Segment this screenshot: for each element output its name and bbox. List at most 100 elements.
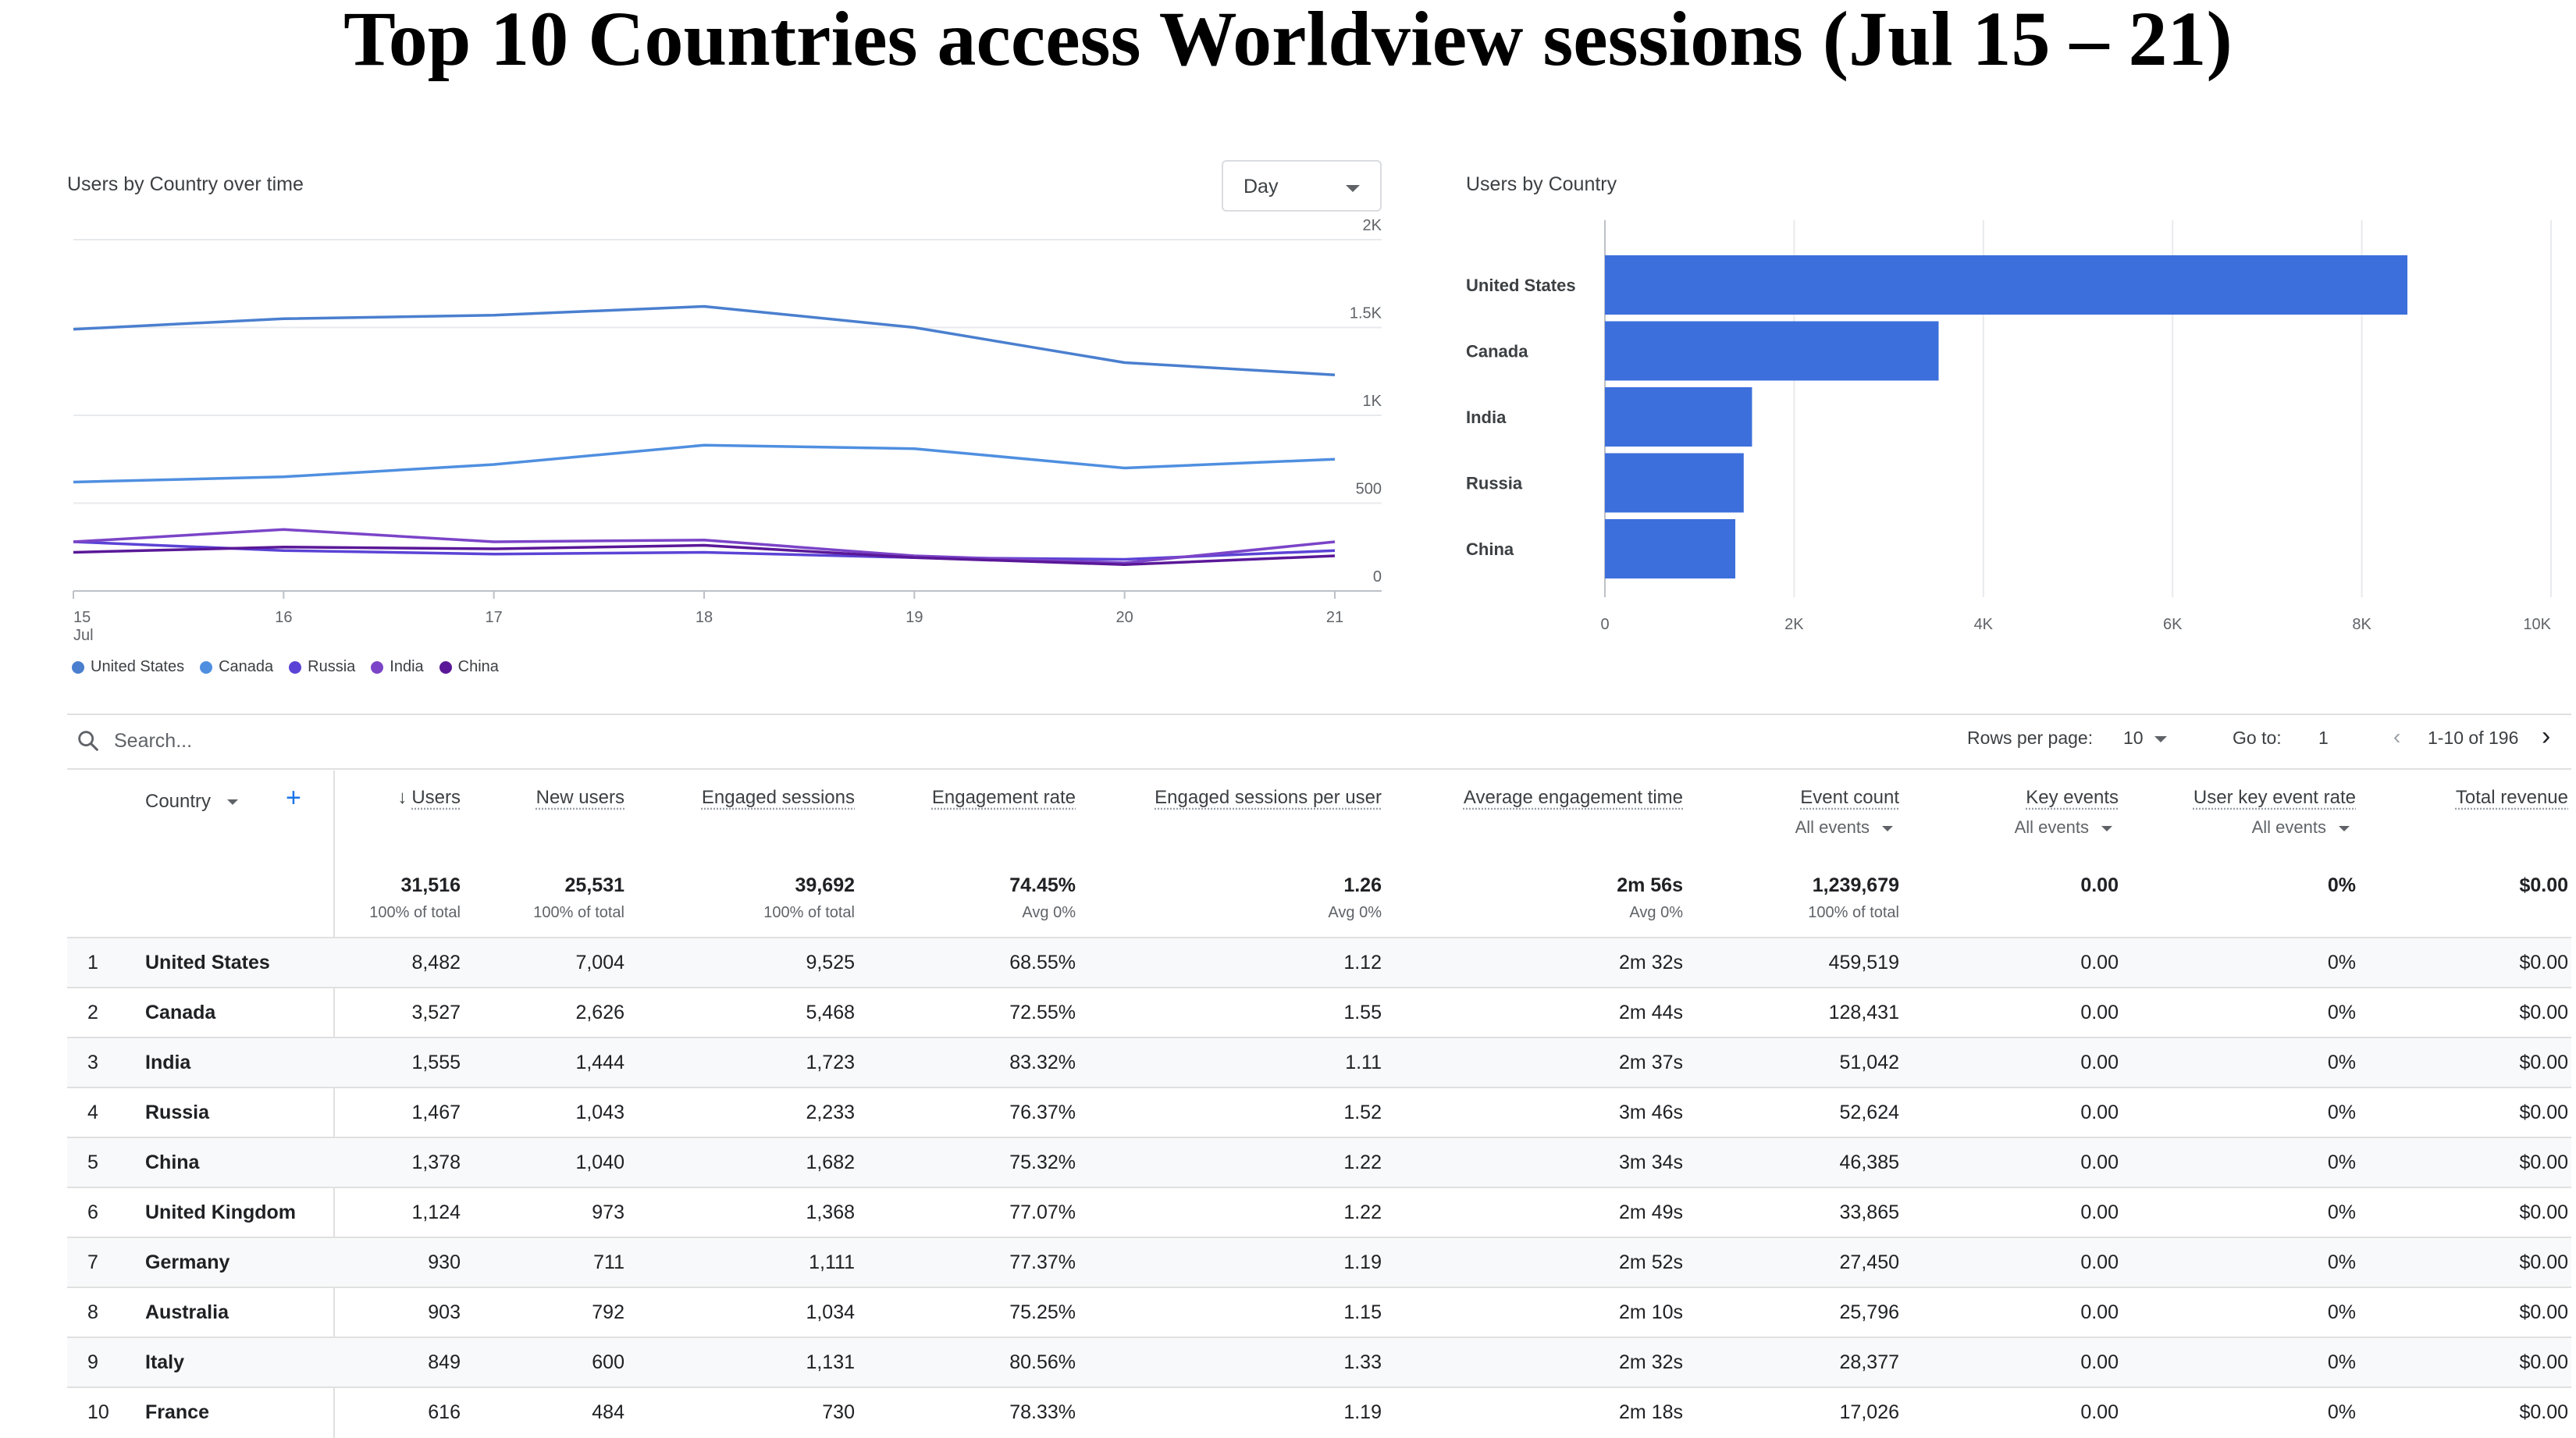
row-cell: 128,431	[1828, 1002, 1899, 1023]
row-cell: 52,624	[1839, 1102, 1899, 1123]
row-cell: 0.00	[2080, 1201, 2119, 1223]
goto-input[interactable]: 1	[2318, 728, 2329, 748]
prev-page-icon[interactable]: ‹	[2393, 724, 2401, 749]
table-row[interactable]: 2 Canada 3,527 2,626 5,468 72.55% 1.55 2m 44s 12…	[67, 987, 2571, 1037]
row-cell: 1.52	[1343, 1102, 1382, 1123]
column-header-label: Key events	[2026, 787, 2119, 808]
total-value: 0.00	[2080, 874, 2119, 896]
x-tick-label: 20	[1116, 609, 1133, 626]
table-row[interactable]: 3 India 1,555 1,444 1,723 83.32% 1.11 2m 37s 51,…	[67, 1037, 2571, 1087]
search-icon	[78, 731, 98, 751]
column-header-label: New users	[535, 787, 624, 808]
total-subtext: Avg 0%	[1328, 904, 1382, 921]
row-cell: 1,368	[806, 1201, 855, 1223]
row-cell: 0%	[2327, 1052, 2356, 1073]
legend-dot-icon	[72, 660, 84, 674]
line-chart: 0 500 1K 1.5K 2K 15 16 17 18 19 20 21 Jul	[73, 217, 1382, 644]
toolbar-divider	[67, 714, 2571, 715]
table-row[interactable]: 8 Australia 903 792 1,034 75.25% 1.15 2m 10s 25,…	[67, 1287, 2571, 1337]
column-header[interactable]: Key events	[2026, 787, 2119, 809]
category-label: China	[1466, 539, 1514, 559]
event-filter-select[interactable]: All events	[2015, 817, 2112, 838]
row-cell: 0.00	[2080, 1002, 2119, 1023]
event-filter-select[interactable]: All events	[2252, 817, 2350, 838]
search-box[interactable]: Search...	[75, 728, 192, 754]
row-cell: 849	[428, 1351, 461, 1373]
column-header[interactable]: ↓ Users	[397, 787, 461, 809]
chevron-down-icon	[1346, 185, 1360, 192]
legend-item[interactable]: Canada	[200, 658, 273, 676]
next-page-icon[interactable]: ›	[2542, 721, 2551, 751]
row-country: Canada	[145, 1002, 216, 1023]
x-tick-label: 16	[275, 609, 292, 626]
row-cell: 80.56%	[1009, 1351, 1076, 1373]
table-row[interactable]: 6 United Kingdom 1,124 973 1,368 77.07% 1.22 2m…	[67, 1187, 2571, 1237]
row-cell: 77.07%	[1009, 1201, 1076, 1223]
row-country: China	[145, 1151, 200, 1173]
event-filter-select[interactable]: All events	[1795, 817, 1893, 838]
row-rank: 5	[87, 1151, 98, 1173]
column-header[interactable]: Engaged sessions	[702, 787, 855, 809]
row-cell: 600	[592, 1351, 624, 1373]
row-cell: 792	[592, 1301, 624, 1323]
bar	[1605, 321, 1939, 381]
row-cell: 903	[428, 1301, 461, 1323]
table-row[interactable]: 7 Germany 930 711 1,111 77.37% 1.19 2m 52s 27,45…	[67, 1237, 2571, 1287]
legend-item[interactable]: United States	[72, 658, 184, 676]
row-country: Russia	[145, 1102, 209, 1123]
search-input[interactable]: Search...	[114, 729, 193, 752]
table-row[interactable]: 9 Italy 849 600 1,131 80.56% 1.33 2m 32s 28,377 0…	[67, 1337, 2571, 1386]
dimension-header[interactable]: Country	[145, 791, 238, 813]
table-row[interactable]: 4 Russia 1,467 1,043 2,233 76.37% 1.52 3m 46s 52…	[67, 1087, 2571, 1137]
x-tick-label: 17	[486, 609, 503, 626]
row-cell: $0.00	[2519, 1201, 2568, 1223]
column-header[interactable]: User key event rate	[2194, 787, 2356, 809]
row-cell: 1,467	[411, 1102, 461, 1123]
row-cell: 0%	[2327, 1102, 2356, 1123]
table-row[interactable]: 1 United States 8,482 7,004 9,525 68.55% 1.12 2…	[67, 937, 2571, 987]
rows-per-page-select[interactable]: 10	[2123, 728, 2167, 749]
column-header-label: Engagement rate	[931, 787, 1076, 808]
row-cell: $0.00	[2519, 1351, 2568, 1373]
row-cell: 1.22	[1343, 1151, 1382, 1173]
legend-label: Russia	[308, 658, 356, 675]
legend-label: China	[457, 658, 499, 675]
column-header[interactable]: Engagement rate	[932, 787, 1076, 809]
column-header[interactable]: Engaged sessions per user	[1155, 787, 1382, 809]
table-row[interactable]: 10 France 616 484 730 78.33% 1.19 2m 18s 17,026 0…	[67, 1386, 2571, 1436]
x-tick-label: 8K	[2352, 616, 2371, 633]
row-cell: 2,626	[575, 1002, 624, 1023]
row-cell: 8,482	[411, 952, 461, 973]
total-subtext: Avg 0%	[1629, 904, 1683, 921]
row-cell: 1,378	[411, 1151, 461, 1173]
row-country: United Kingdom	[145, 1201, 297, 1223]
row-cell: 1,131	[806, 1351, 855, 1373]
row-rank: 3	[87, 1052, 98, 1073]
column-header[interactable]: Average engagement time	[1464, 787, 1683, 809]
table-row[interactable]: 5 China 1,378 1,040 1,682 75.32% 1.22 3m 34s 46,…	[67, 1137, 2571, 1187]
row-cell: 459,519	[1828, 952, 1899, 973]
column-header-label: Engaged sessions per user	[1155, 787, 1382, 808]
row-cell: 1.33	[1343, 1351, 1382, 1373]
legend-item[interactable]: Russia	[289, 658, 355, 676]
row-rank: 2	[87, 1002, 98, 1023]
total-value: 74.45%	[1009, 874, 1076, 896]
row-cell: 9,525	[806, 952, 855, 973]
row-cell: 17,026	[1839, 1401, 1899, 1423]
column-header[interactable]: Event count	[1800, 787, 1899, 809]
column-header[interactable]: New users	[536, 787, 624, 809]
row-cell: 2m 10s	[1619, 1301, 1683, 1323]
column-header[interactable]: Total revenue	[2456, 787, 2568, 809]
row-cell: 484	[592, 1401, 624, 1423]
total-value: 31,516	[400, 874, 461, 896]
row-cell: 2m 49s	[1619, 1201, 1683, 1223]
row-cell: 0.00	[2080, 1151, 2119, 1173]
x-tick-label: 4K	[1974, 616, 1994, 633]
legend-item[interactable]: China	[439, 658, 499, 676]
y-tick-label: 0	[1373, 568, 1382, 586]
row-cell: 3,527	[411, 1002, 461, 1023]
legend-item[interactable]: India	[371, 658, 424, 676]
row-cell: 2m 18s	[1619, 1401, 1683, 1423]
granularity-select[interactable]: Day	[1222, 160, 1382, 212]
add-dimension-button[interactable]: +	[286, 783, 301, 813]
